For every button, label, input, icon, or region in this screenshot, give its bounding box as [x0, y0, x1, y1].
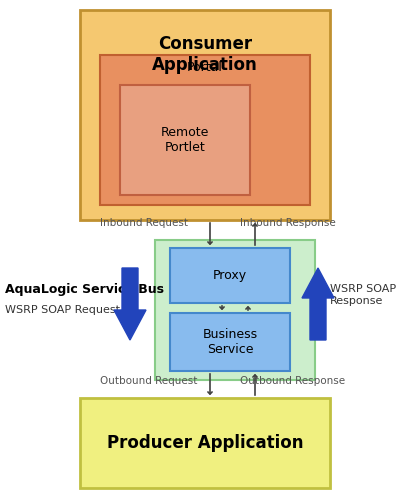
- Text: AquaLogic Service Bus: AquaLogic Service Bus: [5, 283, 164, 297]
- Text: Inbound Request: Inbound Request: [100, 218, 188, 228]
- Bar: [120, 85, 250, 195]
- Polygon shape: [302, 268, 334, 340]
- Text: Producer Application: Producer Application: [107, 434, 303, 452]
- Text: Portal: Portal: [187, 61, 223, 74]
- Text: Proxy: Proxy: [213, 269, 247, 282]
- Text: Business
Service: Business Service: [202, 328, 258, 356]
- Bar: [100, 55, 310, 205]
- Text: Inbound Response: Inbound Response: [240, 218, 336, 228]
- Text: WSRP SOAP Request: WSRP SOAP Request: [5, 305, 120, 315]
- Bar: [80, 398, 330, 488]
- Text: Consumer
Application: Consumer Application: [152, 35, 258, 74]
- Polygon shape: [114, 268, 146, 340]
- Bar: [155, 240, 315, 380]
- Bar: [170, 248, 290, 303]
- Bar: [170, 313, 290, 371]
- Text: WSRP SOAP
Response: WSRP SOAP Response: [330, 284, 396, 306]
- Text: Remote
Portlet: Remote Portlet: [161, 126, 209, 154]
- Bar: [80, 10, 330, 220]
- Text: Outbound Request: Outbound Request: [100, 376, 198, 386]
- Text: Outbound Response: Outbound Response: [240, 376, 345, 386]
